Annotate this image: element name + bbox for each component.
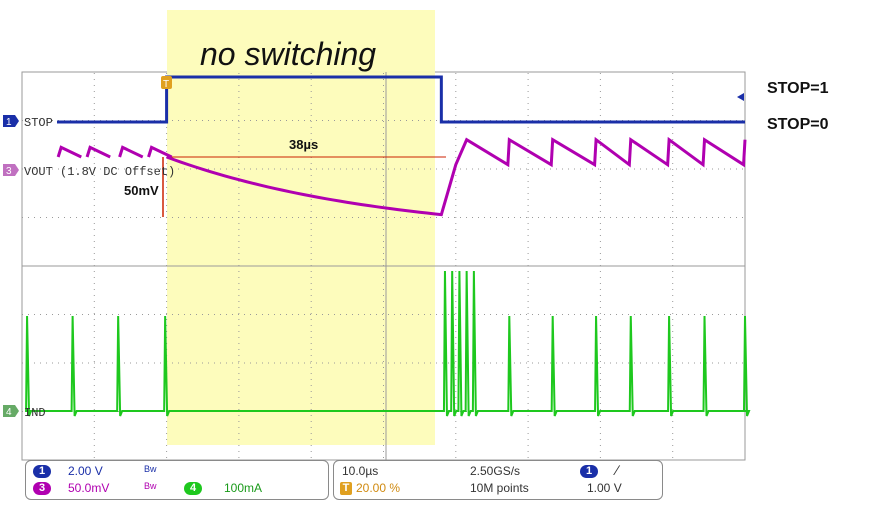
stop-low-label: STOP=0: [767, 116, 829, 133]
svg-text:1: 1: [6, 117, 12, 128]
ch4-marker[interactable]: 4: [3, 405, 19, 418]
ch3-badge: 3: [33, 482, 51, 495]
sample-rate: 2.50GS/s: [470, 464, 521, 478]
ch3-bw-icon: Bw: [144, 481, 157, 491]
svg-text:3: 3: [6, 166, 12, 177]
ch1-bw-icon: Bw: [144, 464, 157, 474]
ch4-scale: 100mA: [224, 481, 263, 495]
record-length: 10M points: [470, 481, 529, 495]
svg-text:4: 4: [6, 407, 12, 418]
trigger-ch-badge: 1: [580, 465, 598, 478]
ch4-badge: 4: [184, 482, 202, 495]
ch1-scale: 2.00 V: [68, 464, 103, 478]
ch3-marker[interactable]: 3: [3, 164, 19, 177]
chart-title: no switching: [200, 36, 377, 72]
vertical-settings-panel[interactable]: 1 2.00 V Bw 3 50.0mV Bw 4 100mA: [25, 460, 329, 500]
trigger-level-arrow[interactable]: [737, 93, 744, 101]
ch3-label: VOUT (1.8V DC Offset): [24, 165, 175, 179]
trigger-position-marker[interactable]: T: [161, 76, 172, 90]
timebase-value: 10.0µs: [342, 464, 379, 478]
ch3-scale: 50.0mV: [68, 481, 110, 495]
amplitude-annotation: 50mV: [124, 183, 159, 198]
stop-trace: [57, 75, 745, 124]
vout-trace: [56, 136, 747, 217]
horizontal-settings-panel[interactable]: 10.0µs T 20.00 % 2.50GS/s 10M points 1 ∕…: [333, 460, 663, 500]
ch4-label: IND: [24, 406, 46, 420]
svg-text:T: T: [163, 79, 169, 90]
ind-trace: [25, 270, 751, 417]
no-switching-highlight: [167, 10, 435, 445]
ch1-badge: 1: [33, 465, 51, 478]
trigger-pos-badge: T: [340, 482, 352, 495]
graticule-grid: [22, 72, 745, 460]
stop-high-label: STOP=1: [767, 80, 829, 97]
rising-edge-icon: ∕: [616, 462, 619, 478]
ch1-label: STOP: [24, 116, 53, 130]
trigger-position: 20.00 %: [356, 481, 401, 495]
ch1-marker[interactable]: 1: [3, 115, 19, 128]
trigger-level: 1.00 V: [587, 481, 622, 495]
duration-annotation: 38µs: [289, 137, 318, 152]
